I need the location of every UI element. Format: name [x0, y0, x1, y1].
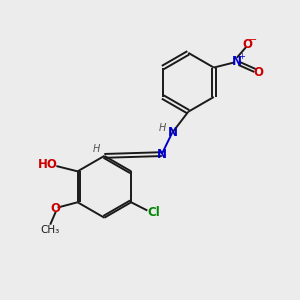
Text: H: H — [159, 123, 166, 133]
Text: CH₃: CH₃ — [40, 225, 60, 235]
Text: −: − — [249, 35, 257, 46]
Text: N: N — [232, 55, 242, 68]
Text: +: + — [238, 52, 245, 62]
Text: O: O — [254, 66, 263, 80]
Text: N: N — [168, 126, 178, 139]
Text: HO: HO — [38, 158, 58, 171]
Text: Cl: Cl — [147, 206, 160, 219]
Text: O: O — [50, 202, 60, 215]
Text: H: H — [92, 144, 100, 154]
Text: N: N — [158, 148, 167, 161]
Text: O: O — [242, 38, 252, 51]
